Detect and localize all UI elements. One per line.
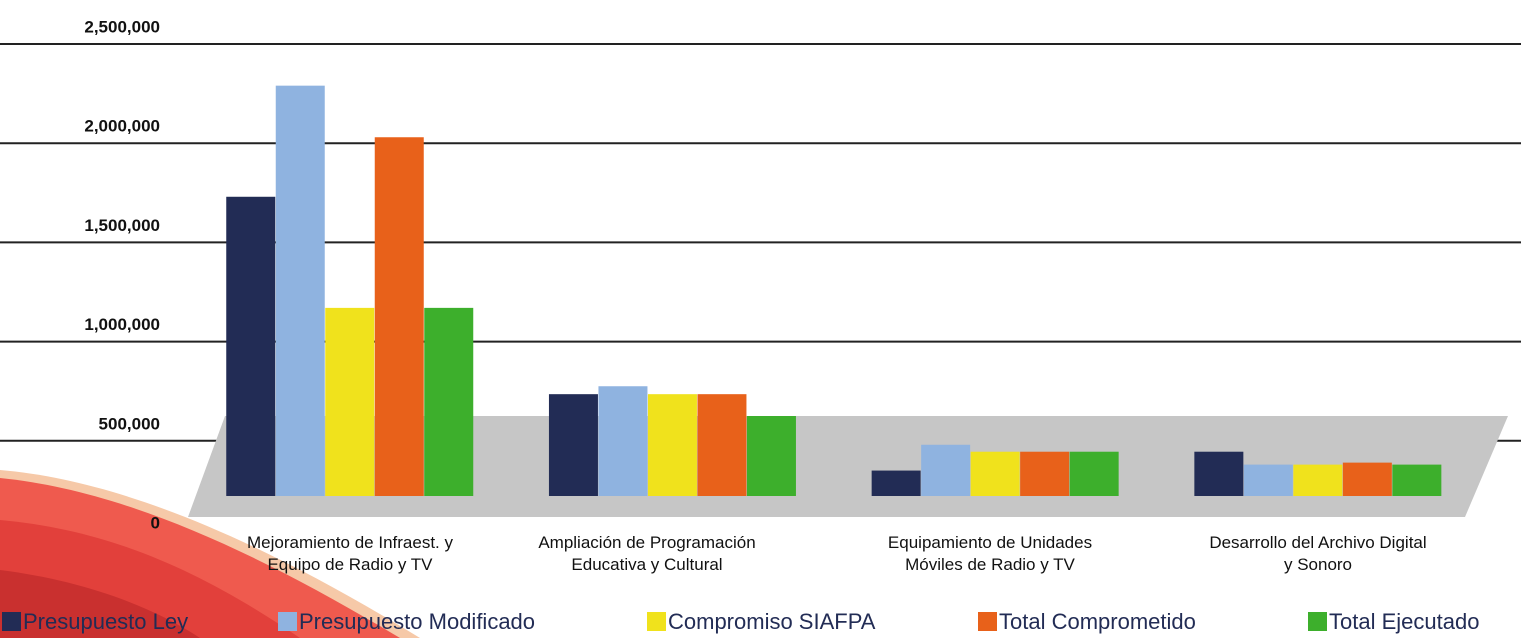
bar	[275, 85, 325, 496]
bar	[1342, 462, 1392, 496]
x-tick-label: Mejoramiento de Infraest. y Equipo de Ra…	[247, 533, 453, 574]
y-tick-label: 2,500,000	[84, 17, 160, 36]
legend-swatch	[1308, 612, 1327, 631]
decoration	[0, 470, 420, 638]
x-tick-label: Ampliación de Programación Educativa y C…	[538, 533, 756, 574]
bar	[871, 470, 921, 496]
bar	[746, 416, 796, 496]
x-tick-label: Equipamiento de Unidades Móviles de Radi…	[887, 533, 1093, 574]
bar	[1020, 451, 1070, 496]
bar	[1293, 464, 1343, 496]
bar	[1392, 464, 1442, 496]
legend-label: Total Ejecutado	[1329, 609, 1479, 634]
bar	[226, 196, 276, 496]
bar	[548, 394, 598, 496]
bar	[598, 386, 648, 496]
legend-swatch	[278, 612, 297, 631]
bar	[697, 394, 747, 496]
bar	[1243, 464, 1293, 496]
legend-label: Compromiso SIAFPA	[668, 609, 876, 634]
y-tick-label: 1,500,000	[84, 216, 160, 235]
bar	[647, 394, 697, 496]
bar	[921, 444, 971, 496]
legend-label: Presupuesto Modificado	[299, 609, 535, 634]
legend-swatch	[647, 612, 666, 631]
bar	[424, 307, 474, 496]
x-tick-label: Desarrollo del Archivo Digital y Sonoro	[1209, 533, 1427, 574]
bar	[374, 137, 424, 497]
y-tick-label: 500,000	[99, 414, 160, 433]
bar	[1194, 451, 1244, 496]
y-tick-label: 0	[151, 513, 160, 532]
floor	[188, 416, 1508, 517]
bar	[325, 307, 375, 496]
bar	[970, 451, 1020, 496]
y-tick-label: 2,000,000	[84, 117, 160, 136]
legend-swatch	[2, 612, 21, 631]
y-tick-label: 1,000,000	[84, 315, 160, 334]
legend-label: Total Comprometido	[999, 609, 1196, 634]
legend-swatch	[978, 612, 997, 631]
legend-label: Presupuesto Ley	[23, 609, 188, 634]
bar	[1069, 451, 1119, 496]
